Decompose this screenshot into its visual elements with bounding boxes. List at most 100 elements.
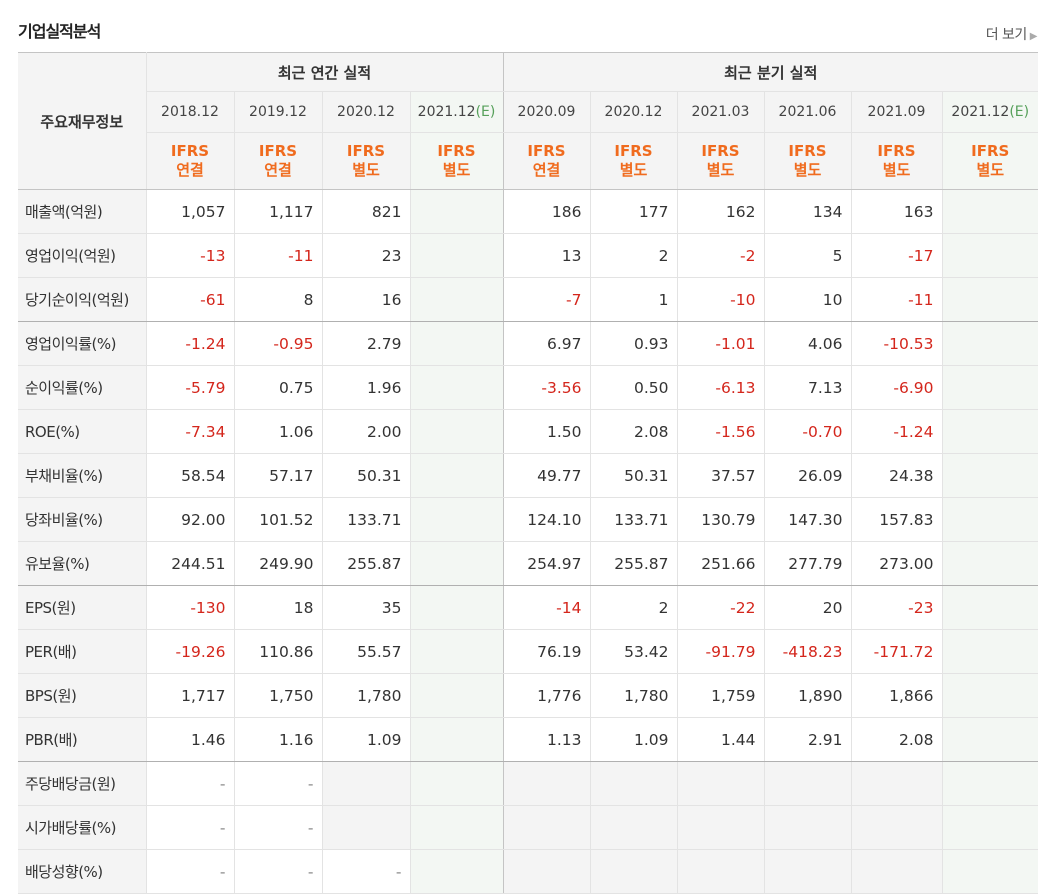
table-cell: -61 [145,277,234,322]
table-cell: -3.56 [502,365,590,410]
table-cell [409,761,503,806]
table-cell: 0.75 [233,365,322,410]
table-cell [409,453,503,498]
table-cell: 1,117 [233,189,322,234]
table-cell [941,585,1038,630]
table-cell: 133.71 [589,497,677,542]
table-cell [941,805,1038,850]
table-cell: 0.50 [589,365,677,410]
table-row: PBR(배) 1.46 1.16 1.09 1.13 1.09 1.44 2.91 2.08 [18,717,1038,762]
table-cell: 110.86 [233,629,322,674]
table-cell: 1,717 [145,673,234,718]
table-cell: 49.77 [502,453,590,498]
table-cell: -6.90 [850,365,942,410]
table-cell [941,233,1038,278]
ifrs-standard: IFRS [170,142,210,160]
table-cell [589,805,677,850]
table-cell: 35 [321,585,410,630]
table-row: 매출액(억원) 1,057 1,117 821 186 177 162 134 163 [18,189,1038,234]
table-cell [502,805,590,850]
period-date: 2021.12 [417,104,476,120]
ifrs-standard: IFRS [527,142,566,160]
table-cell: 23 [321,233,410,278]
ifrs-basis: 별도 [882,161,911,179]
table-cell: -11 [850,277,942,322]
table-cell: -171.72 [850,629,942,674]
table-cell: 58.54 [145,453,234,498]
row-label: 당기순이익(억원) [18,277,146,322]
period-header: 2021.12(E) [941,91,1038,133]
table-cell [676,805,764,850]
table-row: 주당배당금(원) - - [18,761,1038,806]
ifrs-basis: 별도 [793,161,822,179]
table-cell: -7 [502,277,590,322]
table-cell [941,409,1038,454]
group-quarter-header: 최근 분기 실적 [502,52,1038,92]
table-cell: 1.06 [233,409,322,454]
table-cell: 76.19 [502,629,590,674]
ifrs-standard: IFRS [346,142,386,160]
table-cell: 130.79 [676,497,764,542]
period-header: 2021.09 [850,91,942,133]
table-cell [409,321,503,366]
table-cell: -11 [233,233,322,278]
period-header: 2021.03 [676,91,764,133]
table-cell: - [145,849,234,894]
ifrs-label: IFRS 연결 [145,132,234,190]
table-cell [321,761,410,806]
row-label: 주당배당금(원) [18,761,146,806]
row-label: BPS(원) [18,673,146,718]
ifrs-label: IFRS 별도 [676,132,764,190]
ifrs-standard: IFRS [437,142,476,160]
ifrs-label: IFRS 별도 [321,132,410,190]
table-cell: -2 [676,233,764,278]
table-cell: 147.30 [763,497,851,542]
table-cell [676,849,764,894]
row-header-title: 주요재무정보 [18,52,147,190]
ifrs-basis: 연결 [264,161,292,179]
table-cell [941,673,1038,718]
table-cell: -7.34 [145,409,234,454]
table-cell: 1,750 [233,673,322,718]
ifrs-standard: IFRS [971,142,1010,160]
table-cell: 821 [321,189,410,234]
table-cell: -10 [676,277,764,322]
ifrs-basis: 연결 [532,161,561,179]
table-cell [409,585,503,630]
table-cell [941,761,1038,806]
table-cell: 7.13 [763,365,851,410]
table-cell: 1,759 [676,673,764,718]
table-row: EPS(원) -130 18 35 -14 2 -22 20 -23 [18,585,1038,630]
table-cell: 277.79 [763,541,851,586]
period-header: 2021.06 [763,91,851,133]
table-cell: -5.79 [145,365,234,410]
row-label: 당좌비율(%) [18,497,146,542]
table-cell [763,849,851,894]
table-cell: 163 [850,189,942,234]
table-cell: 2.00 [321,409,410,454]
more-link[interactable]: 더 보기 ▶ [986,24,1038,44]
table-cell [941,277,1038,322]
table-cell [409,629,503,674]
ifrs-label: IFRS 연결 [502,132,590,190]
table-cell: 2.79 [321,321,410,366]
row-label: 영업이익(억원) [18,233,146,278]
table-cell: 244.51 [145,541,234,586]
table-cell [409,673,503,718]
table-cell: 254.97 [502,541,590,586]
table-cell: -14 [502,585,590,630]
row-label: PER(배) [18,629,146,674]
table-cell: 16 [321,277,410,322]
table-row: 당기순이익(억원) -61 8 16 -7 1 -10 10 -11 [18,277,1038,322]
table-cell: 1 [589,277,677,322]
table-cell [676,761,764,806]
table-cell: 1,776 [502,673,590,718]
table-cell: 1.46 [145,717,234,762]
table-cell: - [233,849,322,894]
table-cell [409,717,503,762]
table-cell: 1.44 [676,717,764,762]
ifrs-standard: IFRS [614,142,653,160]
ifrs-standard: IFRS [258,142,298,160]
table-cell: 1.16 [233,717,322,762]
table-cell [502,761,590,806]
